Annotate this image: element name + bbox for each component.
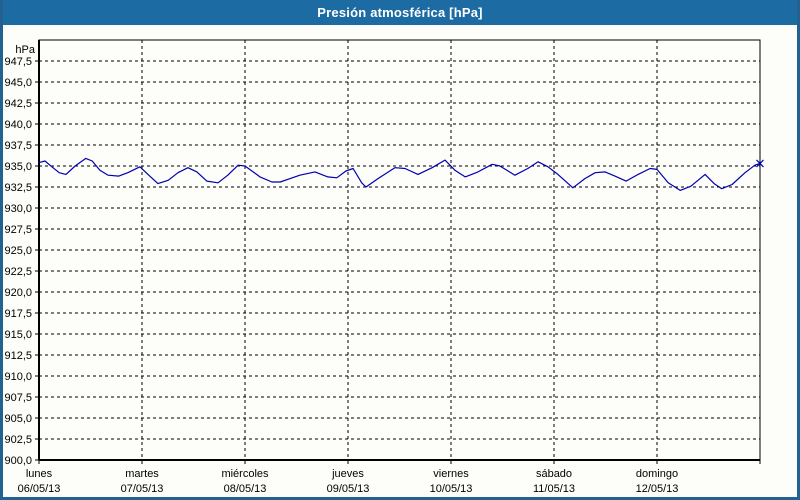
x-date-label: 11/05/13 — [533, 483, 575, 495]
series-end-marker — [756, 159, 764, 168]
y-tick-label: 925,0 — [4, 245, 32, 257]
y-tick-label: 935,0 — [4, 161, 32, 173]
y-tick-label: 930,0 — [4, 203, 32, 215]
y-tick-label: 915,0 — [4, 329, 32, 341]
y-tick-label: 947,5 — [4, 56, 32, 68]
y-tick-label: 945,0 — [4, 77, 32, 89]
y-tick-label: 940,0 — [4, 119, 32, 131]
y-tick-label: 932,5 — [4, 182, 32, 194]
x-day-label: domingo — [636, 468, 678, 480]
y-tick-label: 910,0 — [4, 371, 32, 383]
x-date-label: 06/05/13 — [18, 483, 61, 495]
y-tick-label: 907,5 — [4, 392, 32, 404]
y-axis-unit-label: hPa — [15, 44, 35, 56]
chart-title: Presión atmosférica [hPa] — [317, 5, 483, 20]
x-date-label: 10/05/13 — [430, 483, 473, 495]
series-line — [38, 157, 761, 191]
y-tick-label: 902,5 — [4, 434, 32, 446]
y-tick-label: 920,0 — [4, 287, 32, 299]
y-tick-label: 927,5 — [4, 224, 32, 236]
x-date-label: 08/05/13 — [224, 483, 267, 495]
title-bar: Presión atmosférica [hPa] — [3, 0, 797, 25]
x-day-label: lunes — [26, 468, 53, 480]
x-date-label: 07/05/13 — [121, 483, 164, 495]
x-day-label: martes — [125, 468, 159, 480]
x-date-label: 09/05/13 — [327, 483, 370, 495]
x-day-label: miércoles — [221, 468, 269, 480]
y-tick-label: 937,5 — [4, 140, 32, 152]
y-tick-label: 912,5 — [4, 350, 32, 362]
y-tick-label: 942,5 — [4, 98, 32, 110]
y-tick-label: 905,0 — [4, 413, 32, 425]
x-day-label: viernes — [433, 468, 469, 480]
x-day-label: jueves — [331, 468, 364, 480]
y-tick-label: 900,0 — [4, 455, 32, 467]
y-tick-label: 917,5 — [4, 308, 32, 320]
pressure-chart: 947,5 945,0 942,5 940,0 937,5 935,0 932,5 930,0… — [4, 39, 764, 495]
x-date-label: 12/05/13 — [636, 483, 679, 495]
x-day-label: sábado — [536, 468, 572, 480]
y-tick-label: 922,5 — [4, 266, 32, 278]
